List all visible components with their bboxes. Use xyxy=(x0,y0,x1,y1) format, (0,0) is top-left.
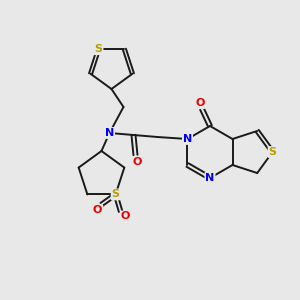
Text: O: O xyxy=(121,212,130,221)
Text: O: O xyxy=(133,157,142,167)
Text: S: S xyxy=(112,189,120,200)
Text: N: N xyxy=(206,173,214,183)
Text: N: N xyxy=(105,128,114,138)
Text: S: S xyxy=(94,44,103,54)
Text: N: N xyxy=(183,134,192,144)
Text: O: O xyxy=(93,206,102,215)
Text: S: S xyxy=(268,147,277,157)
Text: O: O xyxy=(195,98,205,108)
